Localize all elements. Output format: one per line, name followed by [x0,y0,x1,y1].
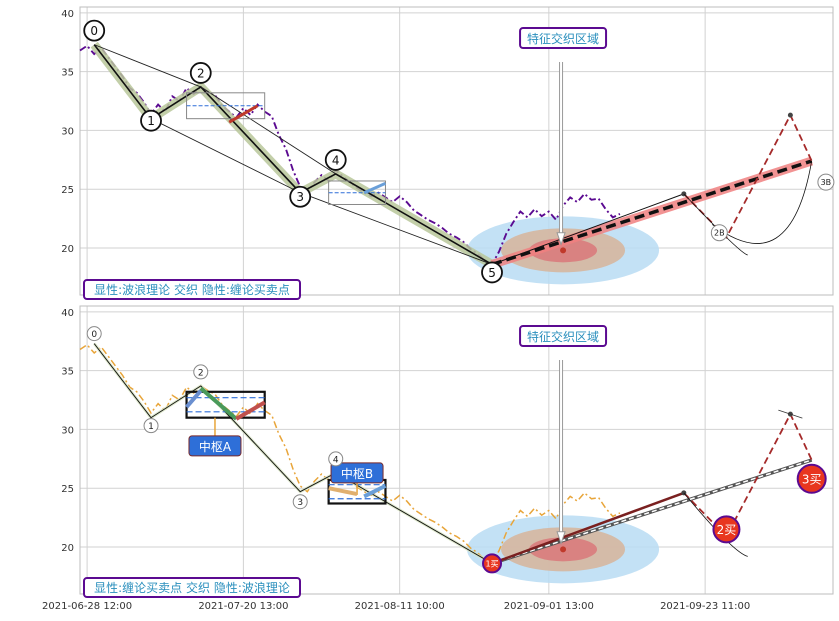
zhongshu-label: 中枢A [199,439,232,454]
stroke-green [199,386,238,421]
wave-label: 5 [488,266,496,280]
interleave-arrow-head [556,232,566,247]
y-tick-label: 25 [61,484,74,495]
wave-label-small: 3 [297,498,303,508]
x-tick-label: 2021-09-01 13:00 [504,601,594,612]
x-tick-label: 2021-06-28 12:00 [42,601,132,612]
wave-label-circle-small [193,364,209,380]
buy-point-marker [482,553,503,574]
projection-point [787,112,793,118]
wave-label-circle-small [328,451,344,467]
interleave-label-box [519,27,608,49]
projection-arc [711,160,813,244]
buy-point-label: 3买 [802,472,822,486]
y-tick-label: 40 [61,9,74,20]
x-tick-label: 2021-09-23 11:00 [660,601,750,612]
zhongshu-label-box [188,435,242,457]
wave-band-thin [93,342,493,565]
wave-label: 4 [332,153,340,167]
stroke-blue [185,389,203,409]
panel-note-box [83,577,301,598]
y-tick-label: 40 [61,308,74,319]
panel-note-box [83,279,301,300]
price-series-line [79,44,621,266]
panel-frame [79,6,834,296]
zhongshu-label: 中枢B [341,466,373,481]
buy-point-marker [796,463,827,494]
wave-line [93,343,493,564]
projection-line [491,193,684,265]
stroke-blue [363,484,387,499]
wave-label-circle-small [86,326,102,342]
interleave-label: 特征交织区域 [527,329,599,344]
projection-main-line [491,159,813,267]
wave-label-small: 2 [198,368,204,378]
stroke-red [235,400,266,421]
y-tick-label: 35 [61,367,74,378]
projection-main-line [491,458,813,566]
wave-line [93,44,493,266]
wave-label-circle [83,19,106,42]
interleave-zone-layer [467,216,660,584]
stroke-tan [328,486,358,497]
wave-label-circle [140,109,162,132]
interleave-arrow-head [556,531,566,546]
buy-point-label: 2买 [717,523,737,537]
interleave-label-box [519,325,608,347]
projection-dashed-path [683,113,813,239]
interleave-label: 特征交织区域 [527,31,599,46]
zone-center-dot [560,546,567,553]
segment-red [228,104,259,124]
wave-connector [94,44,201,88]
x-tick-label: 2021-08-11 10:00 [355,601,445,612]
y-tick-label: 30 [61,425,74,436]
wave-label: 2 [197,66,205,80]
projection-label: 2B [714,229,725,238]
tick-mark [778,409,803,419]
buy-point-marker [712,515,741,544]
y-tick-label: 20 [61,244,74,255]
wave-label-small: 1 [148,422,154,432]
projection-arc [683,193,748,256]
grid-layer [79,6,834,595]
panel-note: 显性:波浪理论 交织 隐性:缠论买卖点 [94,282,290,297]
projection-label-circle [817,173,835,191]
wave-label-circle-small [143,418,159,434]
y-tick-label: 20 [61,543,74,554]
y-tick-label: 25 [61,185,74,196]
zone-center-dot [560,247,567,254]
y-tick-label: 30 [61,126,74,137]
wave-connector [150,118,301,194]
wave-band [90,41,495,269]
wave-label-small: 0 [91,330,97,340]
projection-label: 3B [821,178,832,187]
wave-label-circle-small [292,494,308,510]
wave-connector [200,86,336,175]
wave-label-circle [289,185,312,208]
wave-label-circle [189,62,212,84]
wave-label-circle [324,149,347,171]
wave-label: 1 [147,114,155,128]
wave-label: 3 [296,190,304,204]
x-tick-label: 2021-07-20 13:00 [198,601,288,612]
price-series-line [79,343,621,565]
data-marks-layer [79,19,835,598]
zhongshu-label-box [330,462,384,484]
wave-label-circle [481,261,503,284]
projection-dashed-path [683,412,813,538]
buy-point-label: 1买 [485,560,498,569]
wave-label-small: 4 [333,455,339,465]
projection-label-circle [710,224,728,242]
segment-blue [363,181,387,195]
panel-note: 显性:缠论买卖点 交织 隐性:波浪理论 [94,580,290,595]
wave-label: 0 [90,24,98,38]
y-tick-label: 35 [61,68,74,79]
panel-frame [79,305,834,595]
projection-line [491,491,685,565]
